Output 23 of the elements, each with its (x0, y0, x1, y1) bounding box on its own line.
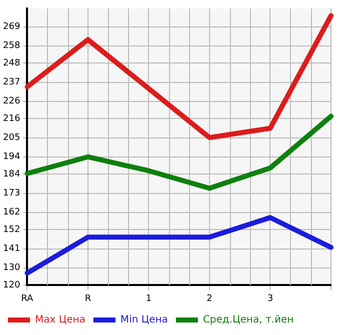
y-tick-label: 173 (2, 188, 20, 199)
y-tick-label: 258 (2, 41, 20, 52)
legend-label: Сред.Цена, т.йен (202, 314, 294, 326)
y-tick-label: 205 (2, 133, 20, 144)
x-tick-label: RA (21, 294, 34, 304)
y-tick-label: 152 (2, 225, 20, 236)
legend-label: Max Цена (35, 314, 86, 326)
y-tick-label: 269 (2, 22, 20, 32)
y-tick-label: 237 (2, 78, 20, 88)
y-tick-label: 194 (2, 152, 20, 162)
y-tick-label: 141 (2, 244, 20, 254)
y-tick-label: 130 (2, 263, 20, 274)
x-tick-label: R (84, 294, 92, 304)
legend-label: Min Цена (120, 314, 168, 326)
x-tick-label: 1 (146, 294, 152, 304)
y-tick-label: 226 (2, 96, 20, 107)
y-tick-label: 184 (2, 170, 20, 180)
x-tick-label: 2 (206, 294, 212, 304)
x-tick-label: 3 (267, 294, 274, 304)
y-tick-label: 162 (2, 208, 20, 218)
y-tick-label: 120 (2, 280, 20, 291)
y-tick-label: 216 (2, 114, 20, 124)
y-tick-label: 248 (2, 58, 20, 69)
